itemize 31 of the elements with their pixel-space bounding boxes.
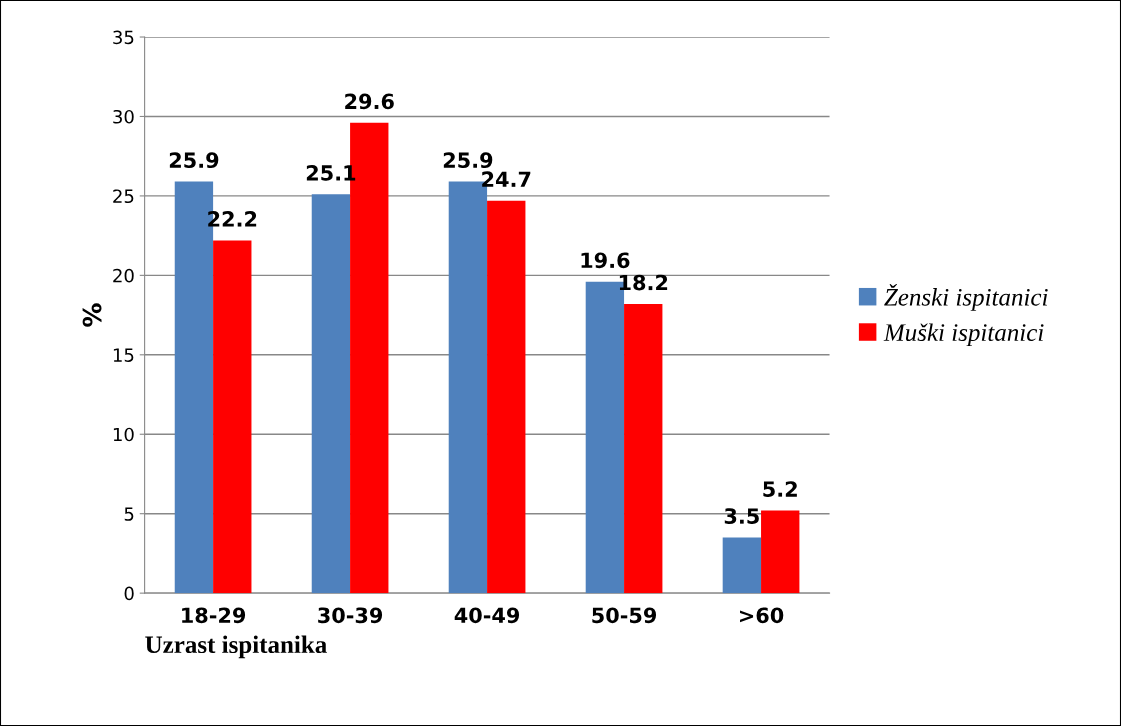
y-tick-label: 0 bbox=[124, 586, 134, 601]
data-label: 25.9 bbox=[169, 152, 219, 169]
y-tick-label: 25 bbox=[113, 189, 134, 204]
legend-label: Muški ispitanici bbox=[883, 323, 1044, 347]
y-tick-label: 20 bbox=[113, 268, 134, 283]
data-label: 5.2 bbox=[763, 481, 797, 497]
bar bbox=[487, 200, 526, 594]
y-tick-label: 35 bbox=[113, 30, 134, 45]
x-tick-label: >60 bbox=[740, 607, 784, 624]
x-tick-label: 18-29 bbox=[182, 607, 246, 624]
data-label: 29.6 bbox=[345, 93, 394, 110]
bar bbox=[213, 240, 252, 594]
bar bbox=[311, 194, 351, 594]
x-axis-title: Uzrast ispitanika bbox=[145, 635, 327, 659]
data-label: 18.2 bbox=[619, 274, 668, 291]
x-tick-label: 30-39 bbox=[318, 607, 383, 624]
y-tick-label: 5 bbox=[124, 507, 134, 521]
x-tick-label: 50-59 bbox=[592, 607, 657, 624]
bar bbox=[761, 510, 800, 594]
data-label: 25.9 bbox=[443, 152, 493, 169]
y-axis-title: % bbox=[82, 303, 102, 327]
bar bbox=[624, 303, 663, 594]
y-tick-label: 30 bbox=[113, 109, 134, 124]
y-tick-label: 15 bbox=[113, 348, 134, 362]
x-tick-label: 40-49 bbox=[454, 607, 520, 624]
legend-label: Ženski ispitanici bbox=[884, 284, 1048, 311]
data-label: 3.5 bbox=[724, 508, 759, 524]
data-label: 24.7 bbox=[482, 171, 531, 187]
data-label: 19.6 bbox=[581, 252, 630, 269]
y-tick-label: 10 bbox=[113, 427, 134, 442]
bar bbox=[722, 537, 762, 594]
